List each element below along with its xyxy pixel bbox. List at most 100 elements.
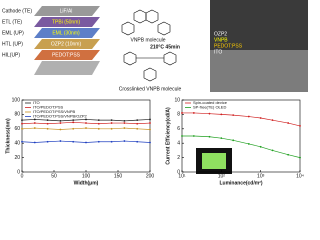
y-tick-label: 40 [14,141,20,147]
data-point [149,128,151,131]
device-emission [202,153,226,169]
data-point [123,127,126,129]
layer-etl [34,17,100,27]
substrate [34,61,100,75]
molecule-drawing [121,9,177,82]
y-tick-label: 80 [14,112,20,118]
data-point [97,127,100,130]
molecule-label: VNPB molecule [130,37,165,43]
device-stack: Cathode (TE) ETL (TE) EML (UP) HTL (UP) … [2,6,100,75]
data-point [232,114,235,117]
data-point [149,118,151,121]
x-tick-label: 10² [218,173,226,179]
data-point [72,127,75,130]
data-point [85,118,87,121]
data-point [299,125,301,127]
stack-label: ETL (TE) [2,19,22,25]
data-point [59,128,62,131]
crosslinked-label: Crosslinked VNPB molecule [119,86,182,92]
x-axis-title: Luminance(cd/m²) [219,180,262,186]
data-point [149,141,151,144]
y-axis-title: Current Efficiency(cd/A) [165,107,171,165]
data-point [136,119,139,122]
x-tick-label: 50 [51,173,57,179]
sem-label: ITO [214,49,222,55]
data-point [136,122,139,125]
data-point [247,115,250,118]
stack-label: EML (UP) [2,30,24,36]
sem-label: PEDOT:PSS [214,43,243,49]
data-point [287,122,290,124]
data-point [136,127,139,130]
legend-label: ITO/PEDOT:PSS/VNPB [33,109,75,114]
x-axis-title: Width(μm) [74,180,99,186]
y-tick-label: 0 [17,169,20,175]
data-point [46,127,49,130]
sem-label: VNPB [214,37,228,43]
sem-label: OZP2 [214,31,227,37]
data-point [271,119,274,122]
data-point [181,112,183,114]
data-point [33,127,36,129]
y-tick-label: 0 [177,169,180,175]
data-point [110,127,113,130]
data-point [85,141,87,144]
layer-label: LiF/Al [60,8,73,14]
data-point [259,117,262,119]
data-point [46,122,49,125]
data-point [97,122,100,125]
layer-label: TPBi (50nm) [52,19,80,25]
data-point [97,119,100,122]
data-point [46,119,49,122]
data-point [97,140,100,143]
data-point [85,127,87,129]
data-point [85,122,87,124]
layer-hil [34,50,100,60]
stack-label: HIL(UP) [2,52,20,58]
y-tick-label: 6 [177,126,180,132]
data-point [72,119,75,122]
x-tick-label: 100 [82,173,91,179]
data-point [299,156,301,159]
legend-label: ITO/PEDOT:PSS/VNPB/OZP2 [33,114,87,119]
data-point [259,145,262,148]
data-point [232,139,235,142]
y-tick-label: 2 [177,155,180,161]
legend-label: SP-free(TE) OLED [193,105,226,110]
layer-label: EML (30nm) [52,30,80,36]
data-point [21,140,23,143]
layer-cathode [34,6,100,16]
y-axis-title: Thickness(nm) [5,118,11,154]
data-point [46,140,49,143]
y-tick-label: 100 [12,97,21,103]
process-label: 210°C 45min [150,44,180,50]
y-tick-label: 10 [174,97,180,103]
y-tick-label: 60 [14,126,20,132]
data-point [192,135,195,137]
data-point [110,119,113,122]
data-point [72,121,75,124]
x-tick-label: 150 [114,173,123,179]
data-point [21,119,23,122]
data-point [208,112,211,115]
data-point [110,122,113,124]
data-point [21,122,23,125]
data-point [123,122,126,124]
data-point [149,122,151,124]
data-point [59,122,62,124]
stack-label: HTL (UP) [2,41,23,47]
figure: Cathode (TE) ETL (TE) EML (UP) HTL (UP) … [2,0,308,186]
sem-substrate [210,50,308,92]
x-tick-label: 10³ [257,173,265,179]
data-point [33,141,36,144]
data-point [247,143,250,145]
data-point [123,119,126,122]
layer-label: PEDOT:PSS [52,52,81,58]
data-point [110,140,113,143]
legend-label: ITO/PEDOT:PSS [33,105,63,110]
data-point [123,140,126,142]
data-point [33,122,36,124]
x-tick-label: 200 [146,173,155,179]
data-point [21,127,23,130]
layer-htl [34,39,100,49]
